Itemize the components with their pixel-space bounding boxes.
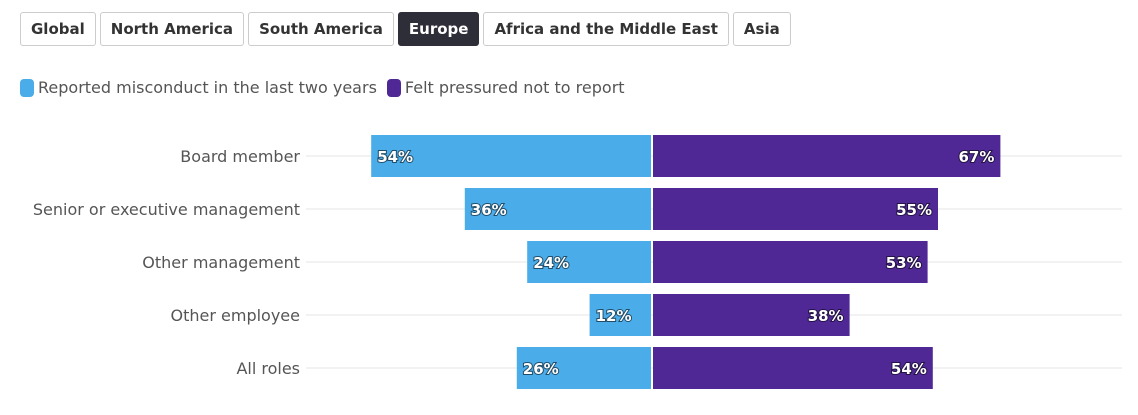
data-label-pressured: 53% [886,254,922,272]
bar-reported [464,188,651,230]
tab-global[interactable]: Global [20,12,96,46]
category-label: Board member [180,147,300,166]
category-label: All roles [236,359,300,378]
tab-europe[interactable]: Europe [397,12,480,46]
category-label: Other management [142,253,300,272]
data-label-reported: 36% [471,201,507,219]
bar-pressured [653,241,928,283]
data-label-pressured: 38% [808,307,844,325]
legend-label-pressured: Felt pressured not to report [404,78,625,97]
data-label-pressured: 55% [896,201,932,219]
tab-north-america[interactable]: North America [99,12,245,46]
legend-swatch-reported [20,78,34,97]
legend-label-reported: Reported misconduct in the last two year… [38,78,377,97]
legend-item-pressured[interactable]: Felt pressured not to report [386,78,625,97]
legend-item-reported[interactable]: Reported misconduct in the last two year… [20,78,377,97]
data-label-pressured: 54% [891,360,927,378]
bar-pressured [653,135,1001,177]
category-label: Senior or executive management [33,200,300,219]
legend-swatch-pressured [386,78,401,97]
data-label-reported: 12% [596,307,632,325]
bar-pressured [653,188,938,230]
data-label-reported: 54% [377,148,413,166]
chart-legend: Reported misconduct in the last two year… [20,78,635,97]
bar-reported [516,347,651,389]
data-label-pressured: 67% [958,148,994,166]
category-label: Other employee [171,306,301,325]
bar-pressured [653,347,933,389]
bar-reported [371,135,651,177]
tab-africa-middle-east[interactable]: Africa and the Middle East [483,12,729,46]
data-label-reported: 24% [533,254,569,272]
data-label-reported: 26% [523,360,559,378]
tab-asia[interactable]: Asia [732,12,791,46]
bar-reported [589,294,651,336]
region-tabs: Global North America South America Europ… [20,12,791,46]
tab-south-america[interactable]: South America [248,12,394,46]
bar-reported [527,241,651,283]
bar-pressured [653,294,850,336]
